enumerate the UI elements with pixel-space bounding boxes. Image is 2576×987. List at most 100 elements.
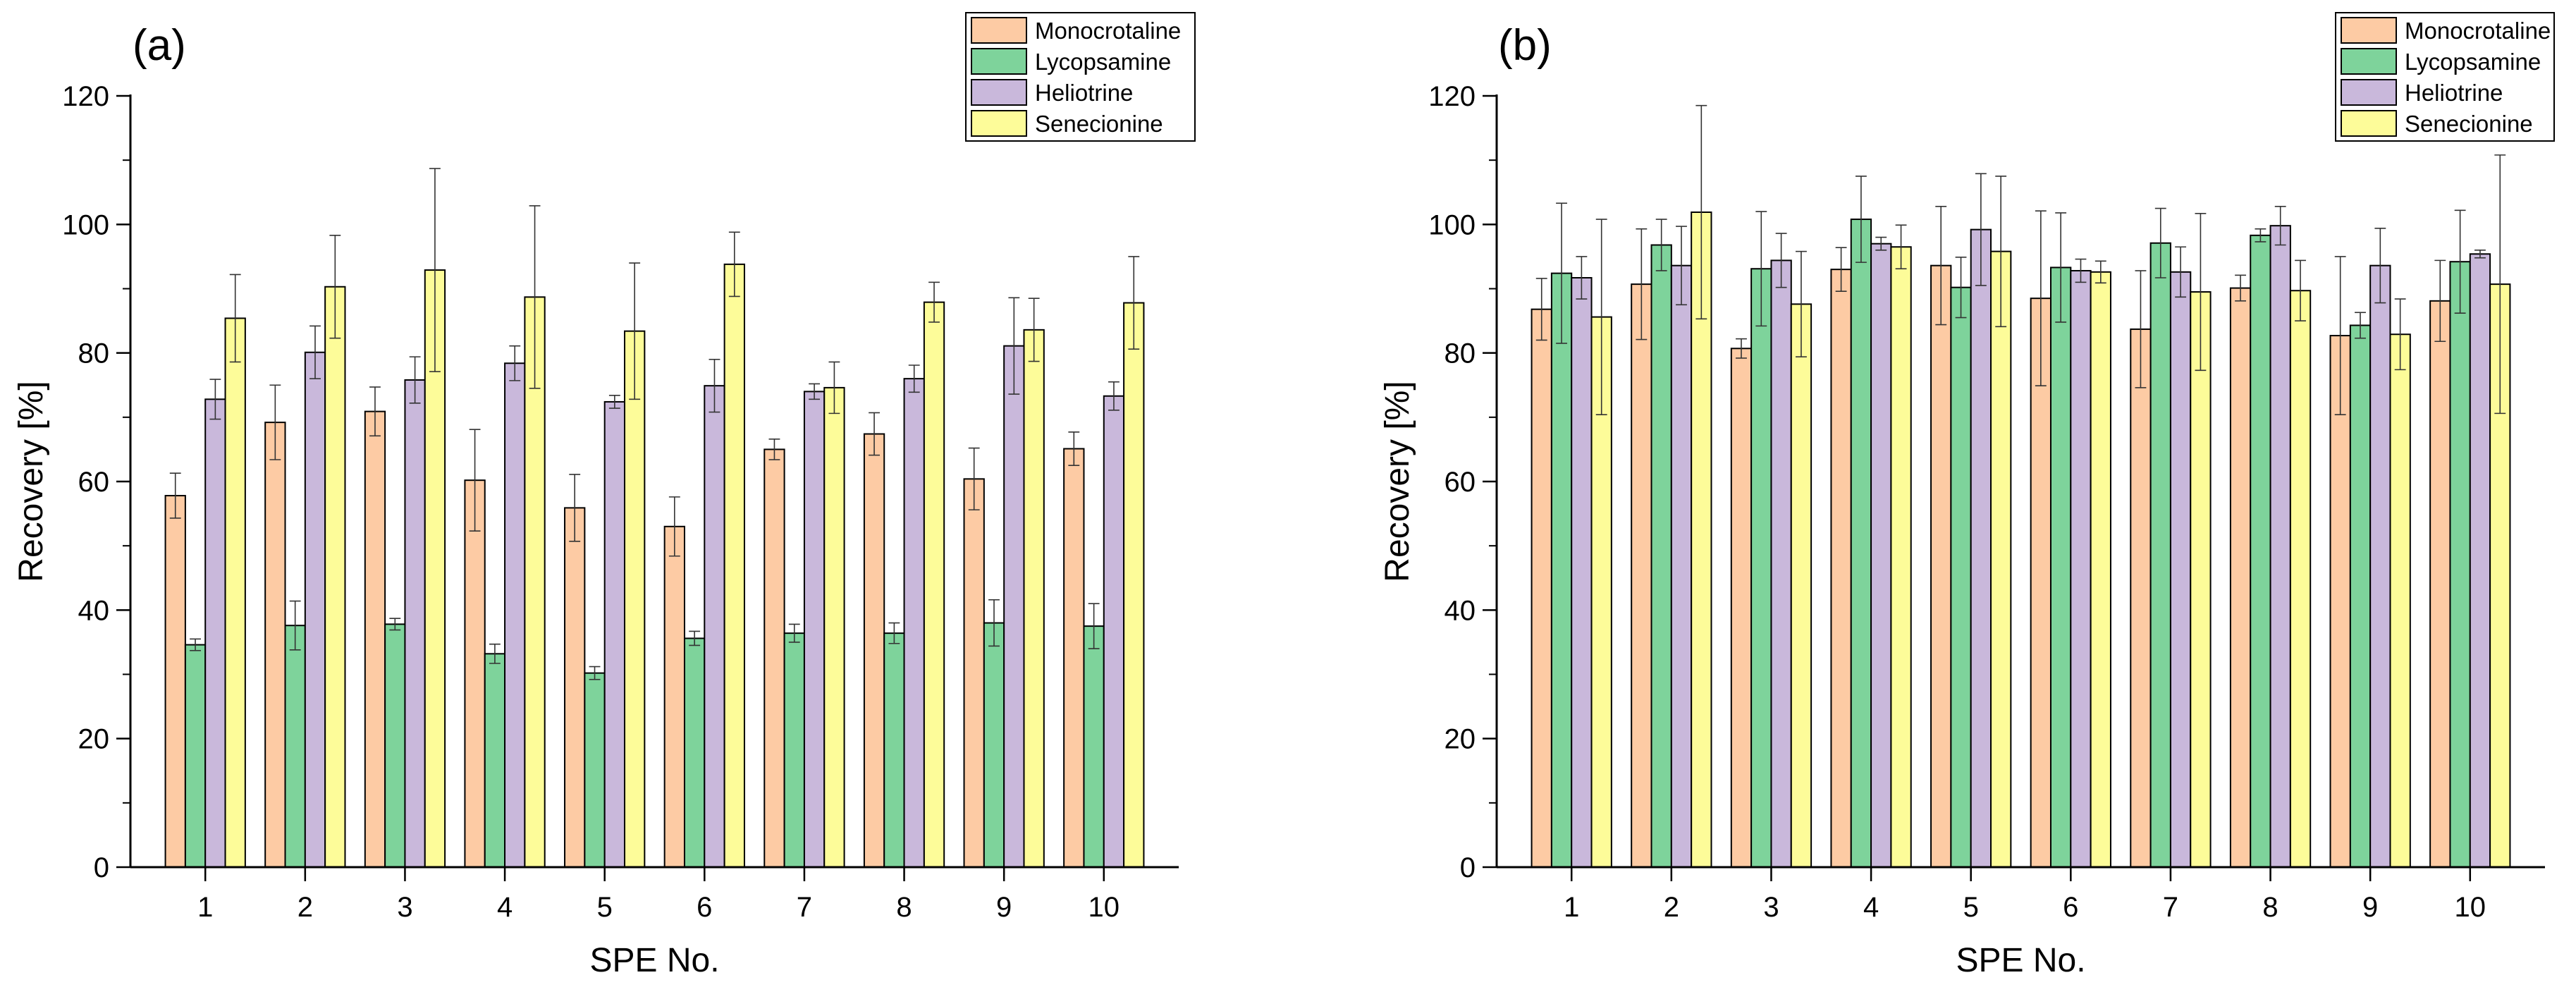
error-bar xyxy=(2255,228,2267,243)
bar xyxy=(2130,328,2152,868)
y-tick-label: 20 xyxy=(1445,724,1476,755)
error-bar xyxy=(629,262,641,400)
error-bar xyxy=(1556,202,1567,344)
error-bar xyxy=(928,281,940,323)
error-bar xyxy=(2374,228,2386,304)
bar xyxy=(484,653,506,868)
x-axis-title: SPE No. xyxy=(589,942,719,979)
error-bar xyxy=(968,447,980,510)
bar xyxy=(1691,212,1712,868)
error-bar xyxy=(1895,224,1907,270)
series-senecionine xyxy=(1590,104,2511,869)
bar xyxy=(783,632,805,868)
bar xyxy=(2190,291,2212,868)
bar xyxy=(923,301,945,868)
y-tick-label: 40 xyxy=(1445,595,1476,626)
legend-label: Senecionine xyxy=(1035,111,1163,137)
bar xyxy=(1550,272,1573,868)
error-bar xyxy=(469,429,481,532)
error-bar xyxy=(2075,258,2087,283)
error-bar xyxy=(1068,431,1080,467)
bar xyxy=(624,330,646,869)
error-bar xyxy=(1736,338,1747,359)
error-bar xyxy=(429,168,441,372)
error-bar xyxy=(1535,278,1547,341)
bar xyxy=(704,385,725,868)
y-tick-label: 0 xyxy=(94,852,109,883)
bar xyxy=(324,286,346,868)
bar xyxy=(1123,302,1145,869)
legend-label: Senecionine xyxy=(2405,111,2533,137)
error-bar xyxy=(2494,154,2506,415)
error-bar xyxy=(709,358,720,413)
error-bar xyxy=(529,205,541,389)
bar xyxy=(2389,333,2411,868)
error-bar xyxy=(988,599,1000,647)
x-tick-label: 8 xyxy=(896,892,912,923)
y-tick-label: 80 xyxy=(1445,338,1476,369)
bar xyxy=(384,623,406,868)
x-tick-label: 6 xyxy=(2063,892,2078,923)
bar xyxy=(883,632,905,868)
bar xyxy=(2049,266,2072,869)
series-lycopsamine xyxy=(184,599,1105,869)
bar xyxy=(723,263,745,868)
x-tick-label: 7 xyxy=(2163,892,2178,923)
y-tick-label: 100 xyxy=(62,209,109,240)
y-tick-label: 60 xyxy=(78,467,110,498)
bar xyxy=(1023,329,1045,868)
x-tick-label: 2 xyxy=(298,892,313,923)
bar xyxy=(184,644,207,869)
x-tick-label: 7 xyxy=(797,892,812,923)
error-bar xyxy=(309,325,321,379)
y-tick-label: 20 xyxy=(78,724,110,755)
panel-a: 0 20 40 60 80 100 120 1 2 3 4 5 6 7 8 9 10 SPE No. Recover… xyxy=(13,12,1196,979)
bar xyxy=(983,622,1005,868)
y-tick-label: 80 xyxy=(78,338,110,369)
bar xyxy=(224,317,246,869)
error-bar xyxy=(2474,249,2486,259)
legend-swatch xyxy=(2341,79,2397,106)
bar xyxy=(1531,308,1552,868)
bar xyxy=(564,507,586,869)
bar xyxy=(1890,246,1912,869)
error-bar xyxy=(289,600,301,651)
error-bar xyxy=(809,383,821,400)
error-bar xyxy=(1676,226,1687,306)
bar xyxy=(2329,335,2351,868)
bar xyxy=(2250,234,2271,868)
y-tick-label: 120 xyxy=(1428,81,1476,112)
error-bar xyxy=(2055,212,2067,323)
legend-label: Monocrotaline xyxy=(2405,18,2551,44)
series-senecionine xyxy=(224,168,1145,869)
legend-swatch xyxy=(2341,17,2397,44)
series-heliotrine xyxy=(204,297,1125,869)
x-tick-label: 1 xyxy=(197,892,213,923)
error-bar xyxy=(2434,259,2446,343)
error-bar xyxy=(2195,213,2207,372)
error-bar xyxy=(190,638,201,651)
bar xyxy=(2369,264,2391,868)
bar xyxy=(1750,268,1772,868)
bar xyxy=(1083,625,1105,868)
error-bar xyxy=(1975,173,1987,286)
bar xyxy=(204,398,226,868)
panel-label: (a) xyxy=(133,21,186,70)
bar xyxy=(2070,269,2092,868)
x-axis-title: SPE No. xyxy=(1956,942,2085,979)
y-tick-label: 100 xyxy=(1428,209,1476,240)
error-bar xyxy=(2355,312,2366,339)
bar xyxy=(763,448,785,868)
bar xyxy=(1830,269,1852,868)
legend-label: Lycopsamine xyxy=(1035,49,1171,75)
bar xyxy=(803,391,826,868)
bar xyxy=(683,637,706,868)
bar xyxy=(584,672,606,869)
error-bar xyxy=(1108,381,1120,411)
error-bar xyxy=(409,356,421,404)
bar xyxy=(1003,345,1025,869)
error-bar xyxy=(489,643,501,664)
error-bar xyxy=(1088,603,1100,649)
x-tick-label: 4 xyxy=(1863,892,1879,923)
legend-swatch xyxy=(2341,48,2397,75)
